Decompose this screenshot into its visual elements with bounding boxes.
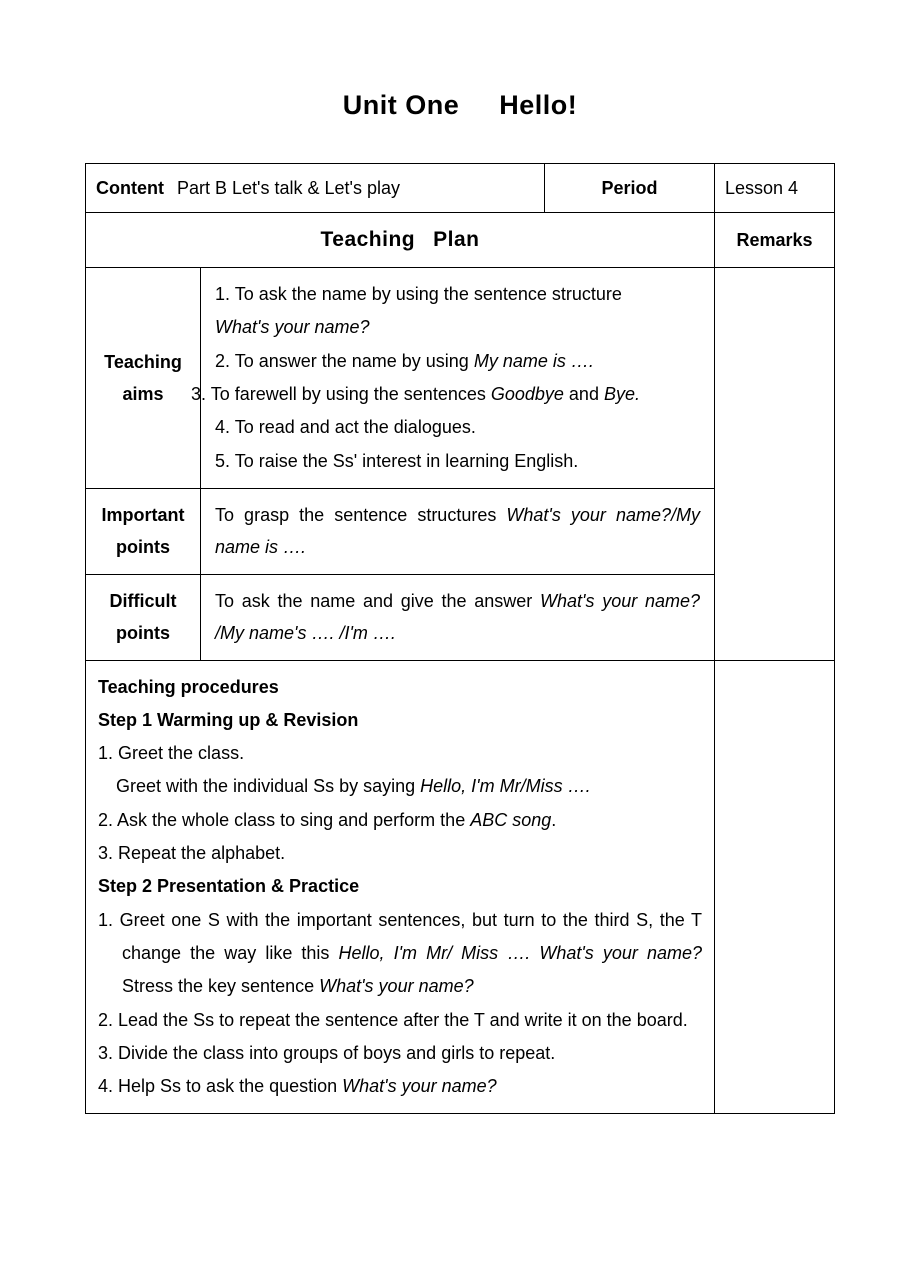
teaching-plan-header: Teaching Plan [86, 213, 715, 268]
step1-item2: 2. Ask the whole class to sing and perfo… [98, 804, 702, 837]
step2-item2: 2. Lead the Ss to repeat the sentence af… [98, 1004, 702, 1037]
title-right: Hello! [499, 90, 577, 120]
difficult-content: To ask the name and give the answer What… [201, 574, 715, 660]
plan-header-right: Plan [433, 228, 479, 251]
step1-item1: 1. Greet the class. [98, 737, 702, 770]
step1-heading: Step 1 Warming up & Revision [98, 704, 702, 737]
aim-4: 4. To read and act the dialogues. [215, 411, 700, 444]
plan-header-left: Teaching [321, 228, 416, 251]
important-content: To grasp the sentence structures What's … [201, 488, 715, 574]
period-value: Lesson 4 [725, 178, 798, 198]
period-value-cell: Lesson 4 [715, 164, 835, 213]
step1-item3: 3. Repeat the alphabet. [98, 837, 702, 870]
content-label: Content [96, 178, 172, 198]
content-value: Part B Let's talk & Let's play [177, 178, 400, 198]
period-label-cell: Period [544, 164, 714, 213]
aims-label: Teaching aims [86, 268, 201, 489]
step2-item3: 3. Divide the class into groups of boys … [98, 1037, 702, 1070]
step2-item1: 1. Greet one S with the important senten… [98, 904, 702, 1004]
lesson-plan-table: Content Part B Let's talk & Let's play P… [85, 163, 835, 1114]
step2-item4: 4. Help Ss to ask the question What's yo… [98, 1070, 702, 1103]
remarks-cell-1 [715, 268, 835, 660]
aim-1: 1. To ask the name by using the sentence… [215, 278, 700, 311]
content-cell: Content Part B Let's talk & Let's play [86, 164, 545, 213]
remarks-header: Remarks [715, 213, 835, 268]
period-label: Period [601, 178, 657, 198]
step2-heading: Step 2 Presentation & Practice [98, 870, 702, 903]
step1-item1-sub: Greet with the individual Ss by saying H… [98, 770, 702, 803]
aim-5: 5. To raise the Ss' interest in learning… [215, 445, 700, 478]
aim-2: 2. To answer the name by using My name i… [215, 345, 700, 378]
aim-3: 3. To farewell by using the sentences Go… [215, 378, 700, 411]
aim-1-sub: What's your name? [215, 311, 700, 344]
title-left: Unit One [343, 90, 460, 120]
remarks-cell-2 [715, 660, 835, 1114]
aims-content: 1. To ask the name by using the sentence… [201, 268, 715, 489]
procedures-content: Teaching procedures Step 1 Warming up & … [86, 660, 715, 1114]
important-label: Important points [86, 488, 201, 574]
procedures-heading: Teaching procedures [98, 671, 702, 704]
page-title: Unit One Hello! [85, 90, 835, 121]
difficult-label: Difficult points [86, 574, 201, 660]
